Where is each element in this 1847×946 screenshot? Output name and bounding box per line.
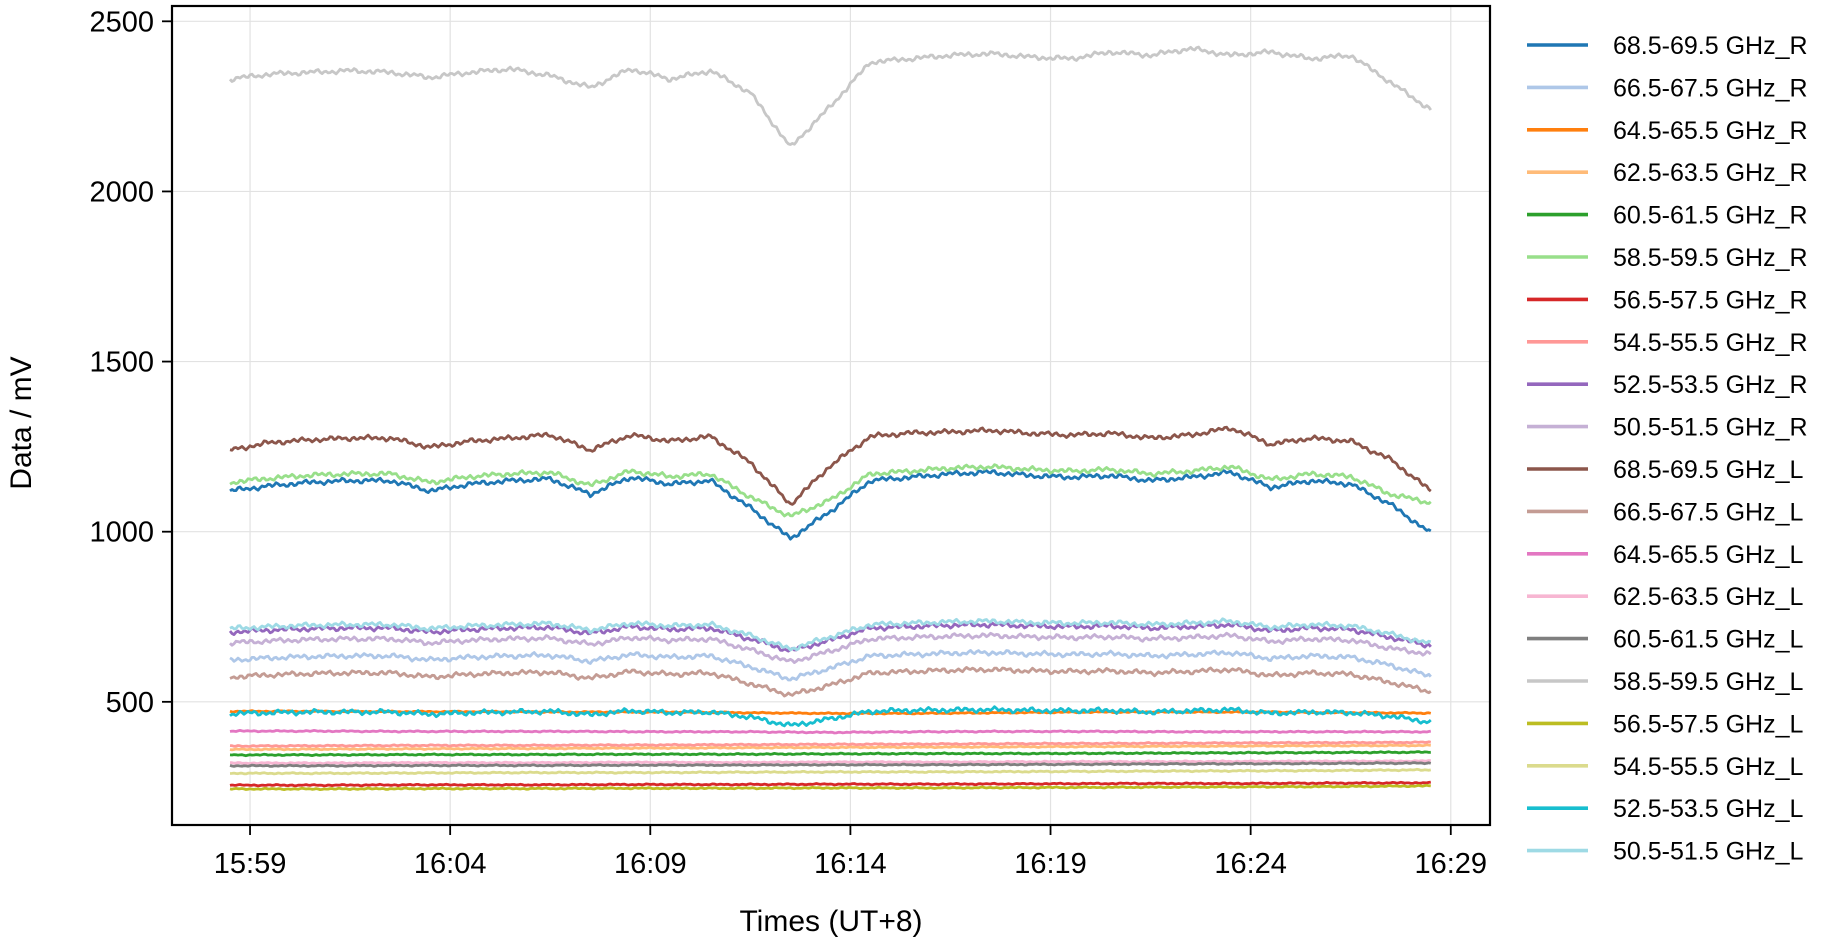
legend-item: 62.5-63.5 GHz_L xyxy=(1527,583,1803,611)
series-line xyxy=(229,666,1432,698)
legend-label: 68.5-69.5 GHz_L xyxy=(1613,456,1803,484)
legend-item: 66.5-67.5 GHz_L xyxy=(1527,498,1803,526)
legend-item: 68.5-69.5 GHz_L xyxy=(1527,456,1803,484)
legend-label: 50.5-51.5 GHz_L xyxy=(1613,838,1803,866)
legend-label: 52.5-53.5 GHz_L xyxy=(1613,795,1803,823)
series-line xyxy=(229,709,1432,716)
series-line xyxy=(229,649,1432,682)
series-line xyxy=(228,45,1432,146)
legend-label: 66.5-67.5 GHz_L xyxy=(1613,498,1803,526)
legend-label: 58.5-59.5 GHz_L xyxy=(1613,668,1803,696)
legend-label: 54.5-55.5 GHz_L xyxy=(1613,753,1803,781)
legend-label: 60.5-61.5 GHz_R xyxy=(1613,202,1808,230)
legend-item: 58.5-59.5 GHz_R xyxy=(1527,244,1808,272)
x-tick-label: 16:29 xyxy=(1414,848,1487,880)
y-tick-label: 1500 xyxy=(89,347,154,379)
y-tick-label: 2500 xyxy=(89,6,154,38)
y-tick-label: 500 xyxy=(106,687,154,719)
series-line xyxy=(229,469,1432,541)
legend-item: 64.5-65.5 GHz_R xyxy=(1527,117,1808,145)
series-line xyxy=(229,631,1432,664)
y-tick-label: 1000 xyxy=(89,517,154,549)
x-axis-title: Times (UT+8) xyxy=(739,905,922,938)
series-line xyxy=(229,729,1432,735)
legend-item: 50.5-51.5 GHz_R xyxy=(1527,414,1808,442)
legend-label: 60.5-61.5 GHz_L xyxy=(1613,626,1803,654)
series-lines xyxy=(228,45,1432,791)
series-line xyxy=(229,780,1432,788)
legend: 68.5-69.5 GHz_R 66.5-67.5 GHz_R 64.5-65.5 … xyxy=(1527,32,1808,866)
series-line xyxy=(229,783,1431,791)
series-line xyxy=(229,705,1432,728)
legend-label: 68.5-69.5 GHz_R xyxy=(1613,32,1808,60)
x-tick-label: 16:14 xyxy=(814,848,887,880)
legend-item: 54.5-55.5 GHz_L xyxy=(1527,753,1803,781)
legend-label: 62.5-63.5 GHz_R xyxy=(1613,159,1808,187)
legend-item: 60.5-61.5 GHz_R xyxy=(1527,202,1808,230)
series-line xyxy=(229,617,1432,652)
legend-item: 52.5-53.5 GHz_L xyxy=(1527,795,1803,823)
x-tick-label: 16:19 xyxy=(1014,848,1087,880)
legend-item: 64.5-65.5 GHz_L xyxy=(1527,541,1803,569)
series-line xyxy=(229,425,1432,506)
legend-item: 50.5-51.5 GHz_L xyxy=(1527,838,1803,866)
series-line xyxy=(229,743,1431,752)
legend-label: 66.5-67.5 GHz_R xyxy=(1613,74,1808,102)
x-tick-label: 16:24 xyxy=(1214,848,1287,880)
x-axis: 15:59 16:04 16:09 16:14 16:19 16:24 16:29 xyxy=(214,825,1487,880)
x-tick-label: 16:04 xyxy=(414,848,487,880)
legend-item: 60.5-61.5 GHz_L xyxy=(1527,626,1803,654)
legend-label: 64.5-65.5 GHz_R xyxy=(1613,117,1808,145)
y-axis-title: Data / mV xyxy=(5,356,38,489)
series-line xyxy=(229,463,1432,518)
legend-item: 68.5-69.5 GHz_R xyxy=(1527,32,1808,60)
legend-item: 52.5-53.5 GHz_R xyxy=(1527,371,1808,399)
series-line xyxy=(229,740,1432,748)
legend-label: 58.5-59.5 GHz_R xyxy=(1613,244,1808,272)
plot-frame xyxy=(170,4,1492,827)
y-tick-label: 2000 xyxy=(89,176,154,208)
series-line xyxy=(230,759,1431,766)
grid xyxy=(172,6,1490,825)
legend-item: 56.5-57.5 GHz_R xyxy=(1527,286,1808,314)
legend-label: 52.5-53.5 GHz_R xyxy=(1613,371,1808,399)
legend-label: 54.5-55.5 GHz_R xyxy=(1613,329,1808,357)
legend-item: 66.5-67.5 GHz_R xyxy=(1527,74,1808,102)
x-tick-label: 15:59 xyxy=(214,848,287,880)
legend-label: 64.5-65.5 GHz_L xyxy=(1613,541,1803,569)
legend-label: 56.5-57.5 GHz_R xyxy=(1613,286,1808,314)
series-line xyxy=(229,767,1432,776)
legend-item: 54.5-55.5 GHz_R xyxy=(1527,329,1808,357)
legend-item: 58.5-59.5 GHz_L xyxy=(1527,668,1803,696)
legend-label: 50.5-51.5 GHz_R xyxy=(1613,414,1808,442)
series-line xyxy=(229,761,1432,768)
legend-label: 56.5-57.5 GHz_L xyxy=(1613,710,1803,738)
legend-label: 62.5-63.5 GHz_L xyxy=(1613,583,1803,611)
y-axis: 500 1000 1500 2000 2500 xyxy=(89,6,172,719)
x-tick-label: 16:09 xyxy=(614,848,687,880)
legend-item: 62.5-63.5 GHz_R xyxy=(1527,159,1808,187)
legend-item: 56.5-57.5 GHz_L xyxy=(1527,710,1803,738)
series-line xyxy=(229,750,1431,758)
